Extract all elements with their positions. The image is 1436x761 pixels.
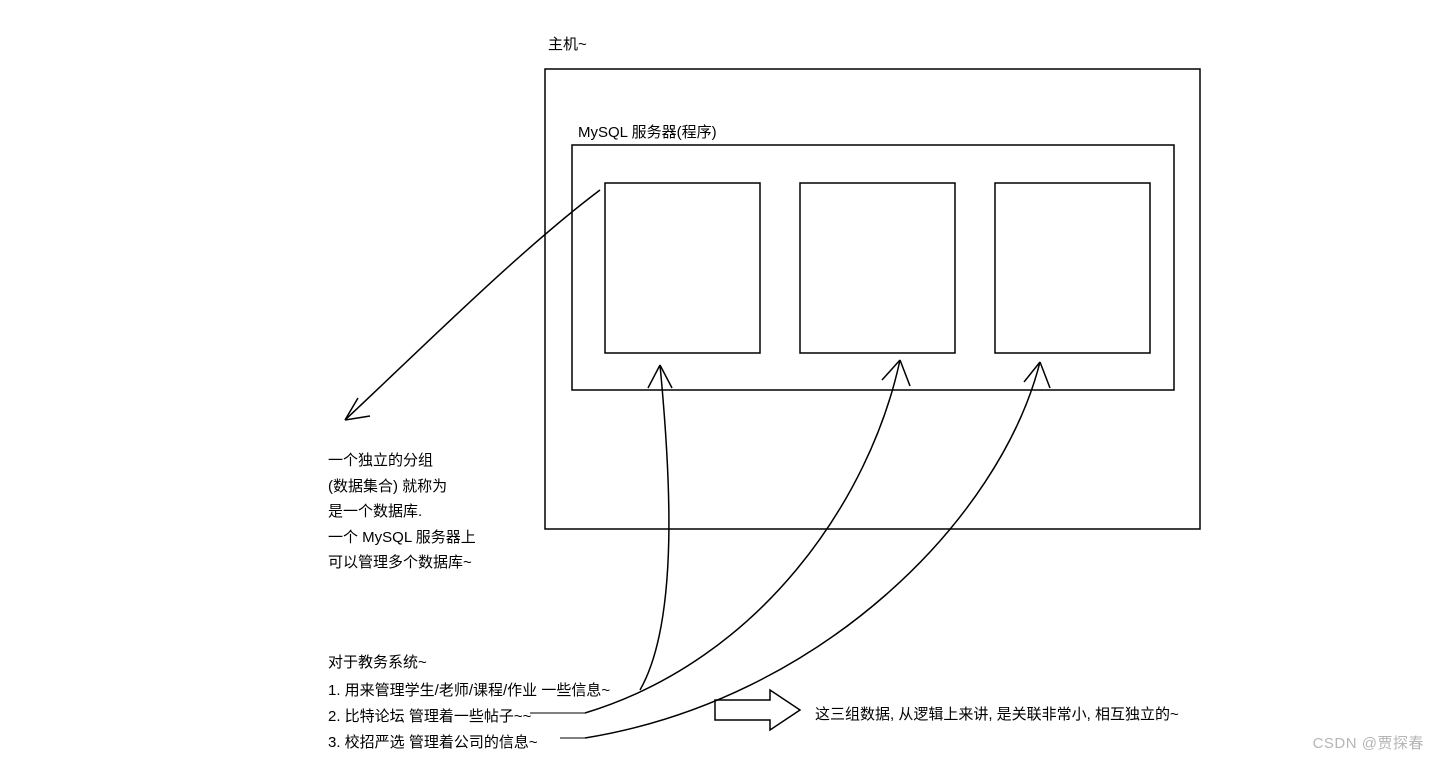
example-2-label: 2. 比特论坛 管理着一些帖子~~	[328, 704, 531, 730]
arrow-ex2-db2-head	[882, 360, 910, 386]
arrow-ex1-db1	[640, 365, 669, 690]
db-box-2	[800, 183, 955, 353]
examples-title-label: 对于教务系统~	[328, 650, 427, 676]
db-box-3	[995, 183, 1150, 353]
arrow-to-explain	[345, 190, 600, 420]
arrow-ex2-db2	[585, 360, 900, 713]
db-box-1	[605, 183, 760, 353]
mysql-server-title-label: MySQL 服务器(程序)	[578, 120, 717, 146]
watermark-label: CSDN @贾探春	[1313, 732, 1424, 753]
diagram-svg	[0, 0, 1436, 761]
host-title-label: 主机~	[548, 32, 587, 58]
explain-block-label: 一个独立的分组 (数据集合) 就称为 是一个数据库. 一个 MySQL 服务器上…	[328, 448, 476, 576]
example-3-label: 3. 校招严选 管理着公司的信息~	[328, 730, 538, 756]
example-1-label: 1. 用来管理学生/老师/课程/作业 一些信息~	[328, 678, 610, 704]
right-note-label: 这三组数据, 从逻辑上来讲, 是关联非常小, 相互独立的~	[815, 702, 1179, 728]
